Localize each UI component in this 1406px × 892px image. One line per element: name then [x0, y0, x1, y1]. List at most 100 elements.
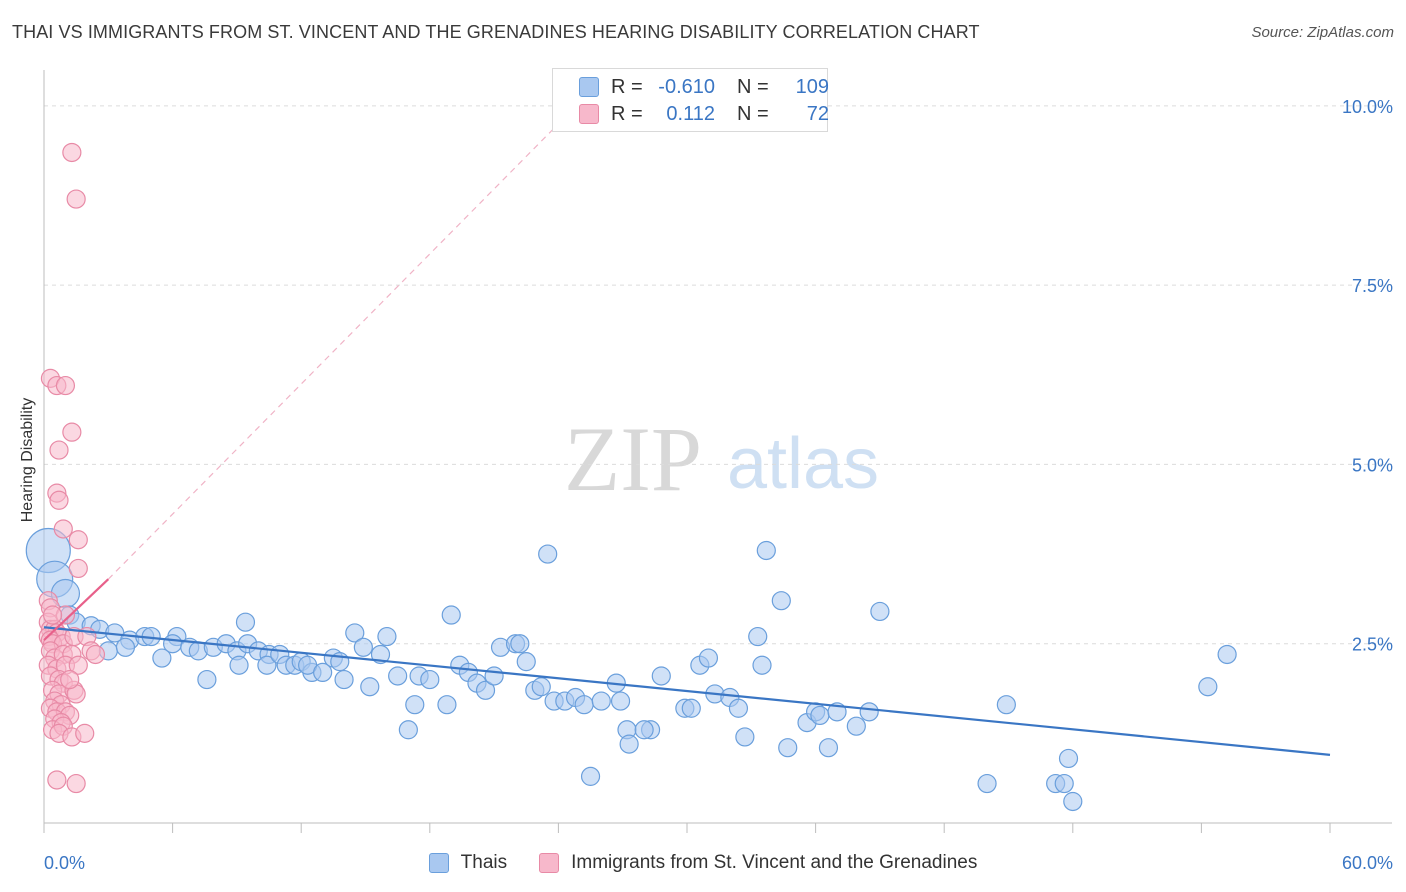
legend-row-thais: R = -0.610 N = 109 — [553, 74, 829, 100]
legend-item-thais[interactable]: Thais — [428, 852, 508, 874]
y-tick-label: 5.0% — [1352, 455, 1393, 475]
legend-r-label: R = — [611, 102, 643, 125]
thais-point — [475, 680, 496, 700]
series-legend: Thais Immigrants from St. Vincent and th… — [0, 852, 1406, 874]
thais-point — [996, 695, 1016, 715]
legend-n-label: N = — [737, 102, 769, 125]
thais-point — [580, 766, 601, 786]
thais-point — [441, 605, 461, 625]
legend-swatch-pink — [579, 104, 599, 124]
legend-r-value: -0.610 — [658, 75, 715, 98]
immigrants-point — [68, 655, 88, 675]
x-tick-label-min: 0.0% — [44, 853, 85, 873]
y-tick-label: 2.5% — [1352, 635, 1393, 655]
thais-point — [748, 626, 768, 647]
thais-point — [619, 734, 639, 754]
thais-point — [610, 691, 631, 711]
stats-legend: R = -0.610 N = 109 R = 0.112 N = 72 — [552, 68, 829, 132]
thais-point — [510, 634, 530, 654]
immigrants-point — [49, 440, 69, 460]
legend-label-thais: Thais — [460, 852, 508, 873]
thais-point — [437, 695, 457, 715]
thais-point — [1198, 677, 1218, 697]
thais-point — [634, 720, 654, 740]
legend-swatch-blue — [428, 853, 449, 873]
thais-point — [977, 773, 997, 794]
source-label: Source: ZipAtlas.com — [1251, 24, 1394, 41]
immigrants-point — [42, 605, 63, 625]
legend-n-label: N = — [737, 75, 769, 98]
thais-point — [681, 698, 701, 718]
legend-r-label: R = — [611, 75, 643, 98]
immigrants-trend-line — [107, 112, 570, 580]
thais-point — [420, 669, 440, 690]
immigrants-point — [62, 422, 82, 442]
immigrants-point — [62, 142, 82, 163]
watermark-zip: ZIP — [564, 408, 702, 510]
thais-point — [818, 738, 839, 758]
thais-point — [1058, 748, 1079, 769]
thais-point — [531, 677, 551, 697]
thais-point — [752, 655, 772, 675]
thais-point — [197, 669, 217, 690]
thais-point — [1217, 644, 1237, 665]
thais-point — [538, 544, 558, 564]
thais-point — [313, 662, 333, 683]
thais-point — [405, 695, 425, 715]
thais-point — [484, 666, 504, 686]
immigrants-point — [49, 490, 69, 510]
thais-point — [698, 648, 719, 668]
thais-point — [756, 540, 776, 561]
legend-row-immigrants: R = 0.112 N = 72 — [553, 101, 829, 127]
legend-r-value: 0.112 — [666, 102, 715, 125]
immigrants-trend-line — [43, 578, 110, 641]
legend-item-immigrants[interactable]: Immigrants from St. Vincent and the Gren… — [539, 852, 977, 874]
thais-point — [1063, 791, 1083, 812]
thais-point — [115, 637, 136, 657]
thais-point — [771, 591, 791, 611]
immigrants-point — [53, 519, 73, 539]
immigrants-point — [85, 644, 106, 665]
thais-point — [377, 626, 397, 647]
thais-point — [651, 666, 671, 686]
thais-point — [846, 716, 866, 736]
immigrants-point — [47, 770, 67, 790]
thais-point — [1054, 773, 1074, 794]
immigrants-point — [68, 558, 88, 579]
legend-swatch-pink — [539, 853, 560, 873]
immigrants-point — [66, 773, 86, 794]
immigrants-point — [75, 723, 95, 743]
immigrants-point — [55, 375, 76, 396]
thais-point — [778, 738, 798, 758]
y-tick-label: 7.5% — [1352, 276, 1393, 296]
thais-point — [370, 644, 391, 665]
legend-swatch-blue — [579, 77, 599, 97]
thais-point — [229, 655, 249, 675]
thais-point — [870, 601, 890, 622]
legend-n-value: 109 — [795, 75, 829, 98]
chart-title: THAI VS IMMIGRANTS FROM ST. VINCENT AND … — [12, 22, 980, 42]
thais-point — [334, 669, 354, 690]
immigrants-point — [66, 189, 86, 209]
thais-point — [388, 666, 408, 686]
thais-point — [859, 702, 879, 722]
thais-trend-line — [43, 626, 1331, 756]
thais-point — [810, 705, 830, 726]
immigrants-point — [68, 530, 88, 550]
immigrants-point — [60, 669, 80, 690]
y-tick-label: 10.0% — [1342, 97, 1393, 117]
legend-label-immigrants: Immigrants from St. Vincent and the Gren… — [571, 852, 978, 873]
thais-point — [152, 648, 172, 668]
thais-point — [353, 637, 373, 657]
thais-point — [360, 677, 380, 697]
thais-point — [591, 691, 611, 711]
legend-n-value: 72 — [806, 102, 829, 125]
thais-point — [728, 698, 749, 718]
thais-point — [574, 695, 594, 715]
thais-point — [398, 720, 418, 740]
thais-point — [235, 612, 256, 632]
thais-point — [516, 652, 536, 672]
thais-point — [163, 634, 183, 654]
x-tick-label-max: 60.0% — [1342, 853, 1393, 873]
